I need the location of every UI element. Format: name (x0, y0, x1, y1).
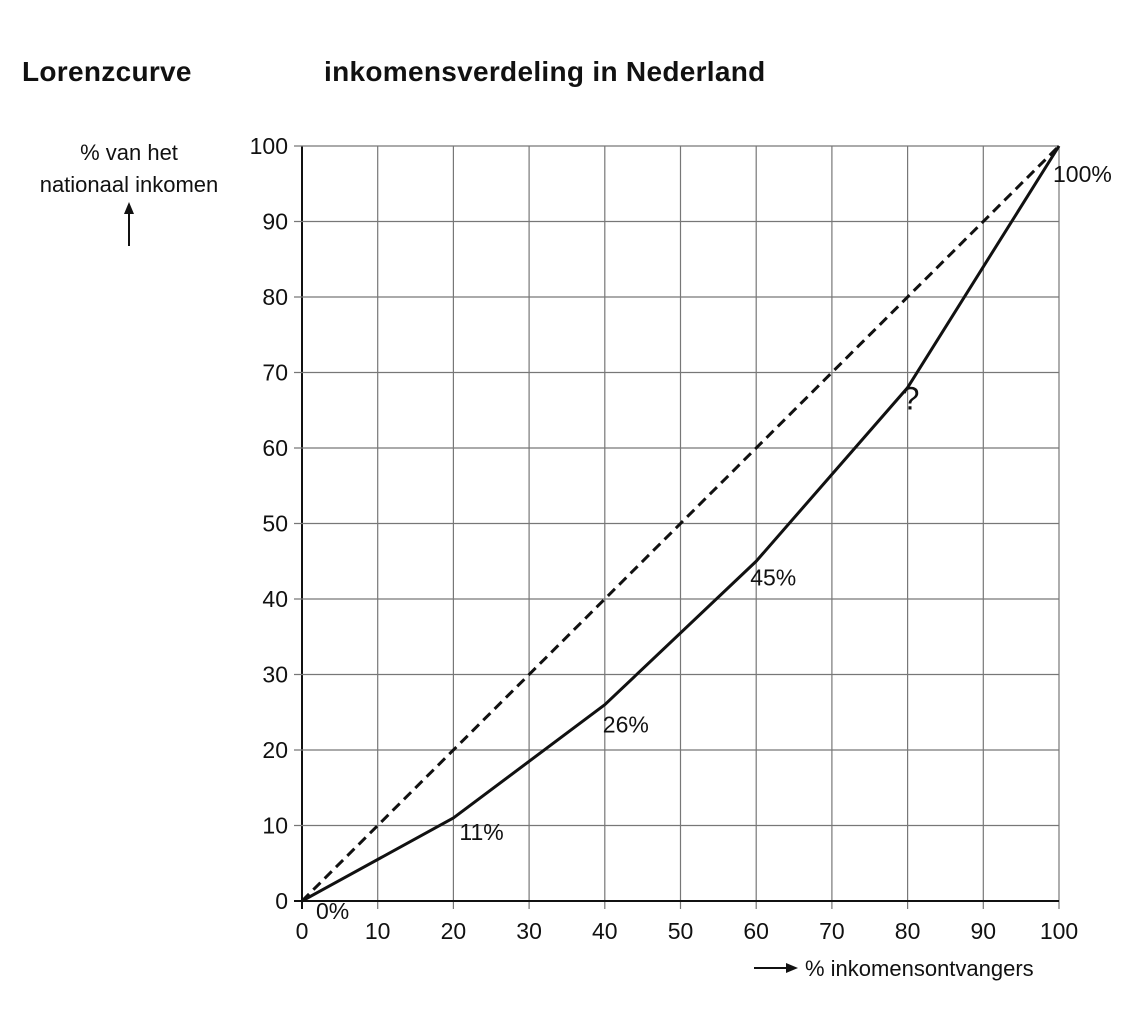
lorenz-curve (301, 145, 1061, 903)
x-tick-label: 10 (365, 918, 391, 944)
data-label: 0% (316, 898, 349, 924)
grid (294, 145, 1060, 909)
x-tick-label: 30 (516, 918, 542, 944)
y-axis-label-line1: % van het (80, 140, 178, 165)
tick-labels: 0 10 20 30 40 50 60 70 80 90 100 0 10 20 30 40 50 60 70 80 9… (250, 133, 1079, 944)
data-label: 11% (459, 819, 503, 845)
equality-line (300, 144, 1061, 903)
y-tick-label: 0 (275, 888, 288, 914)
x-tick-label: 20 (441, 918, 467, 944)
series-lines (300, 144, 1061, 903)
y-tick-label: 90 (262, 209, 288, 235)
data-label: 100% (1053, 161, 1112, 187)
y-tick-label: 40 (262, 586, 288, 612)
x-tick-label: 40 (592, 918, 618, 944)
y-tick-label: 60 (262, 435, 288, 461)
y-axis-arrow (124, 202, 134, 246)
chart-title-left: Lorenzcurve (22, 56, 192, 87)
y-tick-label: 80 (262, 284, 288, 310)
y-tick-label: 70 (262, 360, 288, 386)
annotations: 0% 11% 26% 45%? 100% (316, 161, 1112, 924)
x-tick-label: 80 (895, 918, 921, 944)
x-axis-label: % inkomensontvangers (805, 956, 1034, 981)
x-tick-label: 0 (296, 918, 309, 944)
y-tick-label: 10 (262, 813, 288, 839)
y-tick-label: 20 (262, 737, 288, 763)
x-tick-label: 90 (971, 918, 997, 944)
chart-title-right: inkomensverdeling in Nederland (324, 56, 766, 87)
y-axis-label-line2: nationaal inkomen (40, 172, 219, 197)
data-label: 45% (750, 564, 796, 590)
y-tick-label: 50 (262, 511, 288, 537)
axis-labels: % van het nationaal inkomen % inkomenson… (40, 140, 1034, 981)
x-axis-arrow (754, 963, 798, 973)
x-tick-label: 70 (819, 918, 845, 944)
data-label: 26% (603, 712, 649, 738)
x-tick-label: 60 (743, 918, 769, 944)
y-tick-label: 100 (250, 133, 288, 159)
y-tick-label: 30 (262, 662, 288, 688)
x-tick-label: 100 (1040, 918, 1078, 944)
data-label: ? (902, 381, 920, 417)
x-tick-label: 50 (668, 918, 694, 944)
